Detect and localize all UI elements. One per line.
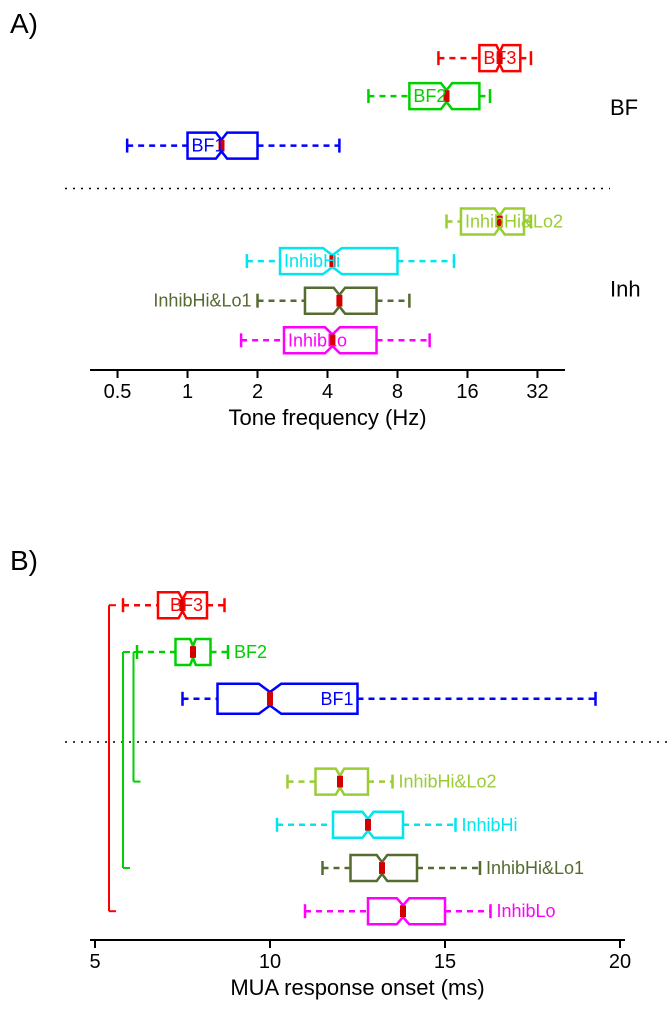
svg-text:InhibLo: InhibLo	[288, 330, 347, 350]
svg-text:BF3: BF3	[483, 48, 516, 68]
svg-text:BF1: BF1	[320, 689, 353, 709]
svg-text:InhibHi&Lo2: InhibHi&Lo2	[399, 772, 497, 792]
figure-root: A) B) 0.512481632Tone frequency (Hz)BFIn…	[0, 0, 671, 1028]
svg-text:InhibHi: InhibHi	[462, 815, 518, 835]
svg-text:32: 32	[526, 381, 548, 403]
svg-text:0.5: 0.5	[104, 381, 132, 403]
svg-text:InhibHi: InhibHi	[284, 251, 340, 271]
svg-text:InhibHi&Lo1: InhibHi&Lo1	[486, 858, 584, 878]
svg-text:1: 1	[182, 381, 193, 403]
svg-text:BF3: BF3	[170, 595, 203, 615]
svg-text:4: 4	[322, 381, 333, 403]
svg-text:BF2: BF2	[413, 86, 446, 106]
svg-text:InhibHi&Lo2: InhibHi&Lo2	[465, 212, 563, 232]
svg-text:Inh: Inh	[610, 276, 641, 301]
svg-text:10: 10	[259, 951, 281, 973]
svg-text:MUA response onset (ms): MUA response onset (ms)	[230, 975, 484, 1000]
svg-text:BF1: BF1	[192, 136, 225, 156]
svg-text:BF2: BF2	[234, 642, 267, 662]
svg-text:BF: BF	[610, 95, 638, 120]
svg-text:16: 16	[456, 381, 478, 403]
svg-text:15: 15	[434, 951, 456, 973]
chart-svg: 0.5 1 2 4 8 16 32 Tone frequency (Hz) BF Inh BF3 BF…	[0, 0, 671, 1028]
svg-text:Tone frequency (Hz): Tone frequency (Hz)	[228, 405, 426, 430]
svg-text:20: 20	[609, 951, 631, 973]
svg-text:2: 2	[252, 381, 263, 403]
svg-text:5: 5	[89, 951, 100, 973]
svg-text:8: 8	[392, 381, 403, 403]
svg-text:InhibHi&Lo1: InhibHi&Lo1	[153, 291, 251, 311]
svg-text:InhibLo: InhibLo	[497, 901, 556, 921]
